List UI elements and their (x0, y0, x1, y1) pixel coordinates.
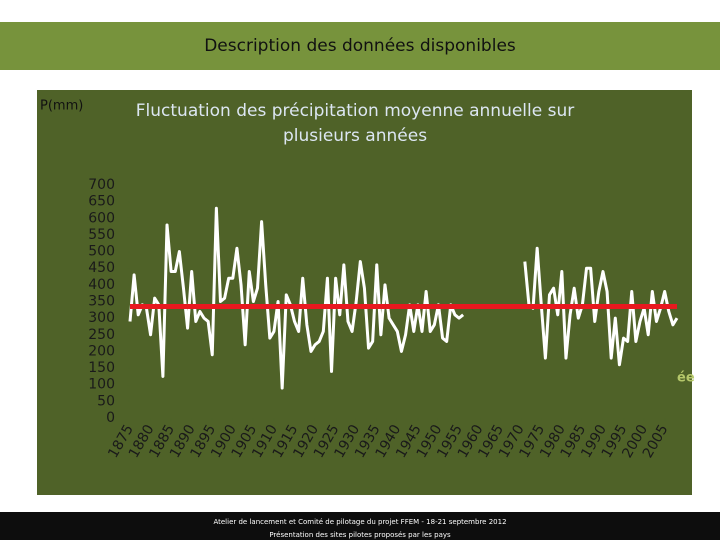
y-tick-label: 600 (88, 210, 115, 226)
chart-title: Fluctuation des précipitation moyenne an… (136, 101, 574, 121)
header-bar (0, 22, 720, 70)
y-tick-label: 150 (88, 360, 115, 376)
y-tick-label: 250 (88, 327, 115, 343)
y-tick-label: 0 (106, 410, 115, 426)
footer-text: Présentation des sites pilotes proposés … (269, 531, 451, 539)
y-tick-label: 400 (88, 277, 115, 293)
y-tick-label: 500 (88, 244, 115, 260)
y-tick-label: 100 (88, 377, 115, 393)
y-tick-label: 650 (88, 194, 115, 210)
y-tick-label: 550 (88, 227, 115, 243)
x-axis-label: ée (677, 371, 695, 386)
y-axis-label: P(mm) (40, 99, 83, 114)
y-tick-label: 350 (88, 294, 115, 310)
chart-title: plusieurs années (283, 126, 427, 146)
footer-text: Atelier de lancement et Comité de pilota… (213, 518, 506, 526)
slide-title: Description des données disponibles (204, 36, 516, 56)
y-tick-label: 700 (88, 177, 115, 193)
y-tick-label: 450 (88, 260, 115, 276)
y-tick-label: 200 (88, 343, 115, 359)
y-tick-label: 50 (97, 393, 115, 409)
footer-bar (0, 512, 720, 540)
y-tick-label: 300 (88, 310, 115, 326)
